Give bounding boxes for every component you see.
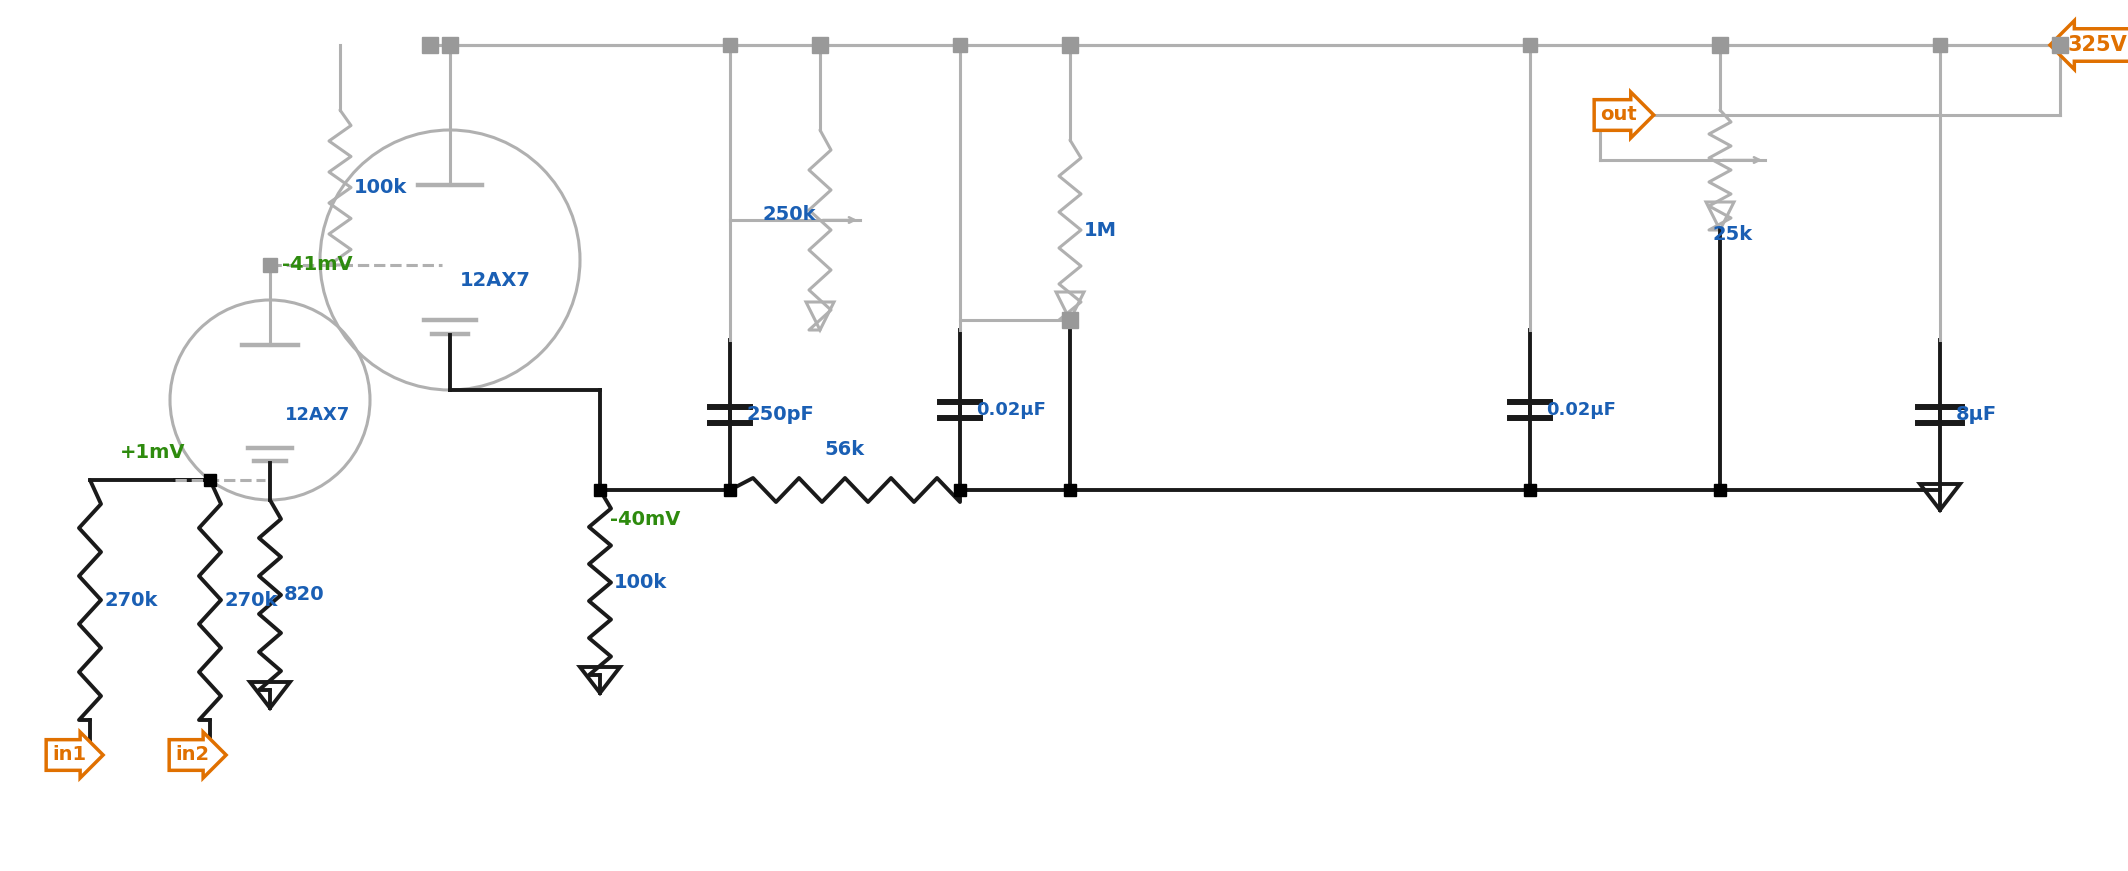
Text: 8μF: 8μF — [1956, 406, 1996, 424]
Text: 250k: 250k — [762, 205, 815, 224]
Text: in2: in2 — [174, 746, 209, 765]
Text: 25k: 25k — [1713, 225, 1751, 244]
Text: 270k: 270k — [104, 591, 157, 610]
Text: 250pF: 250pF — [747, 406, 813, 424]
Text: +1mV: +1mV — [119, 443, 185, 462]
Text: out: out — [1600, 105, 1636, 125]
Text: 100k: 100k — [353, 178, 406, 197]
Text: in1: in1 — [51, 746, 85, 765]
Text: 100k: 100k — [615, 573, 668, 592]
Text: 1M: 1M — [1083, 220, 1117, 240]
Text: 0.02μF: 0.02μF — [977, 401, 1045, 419]
Text: -41mV: -41mV — [283, 255, 353, 274]
Text: 12AX7: 12AX7 — [285, 406, 351, 424]
Text: 325V: 325V — [2068, 35, 2128, 55]
Text: 270k: 270k — [223, 591, 277, 610]
Text: 56k: 56k — [826, 440, 866, 459]
Text: -40mV: -40mV — [611, 510, 681, 529]
Text: 820: 820 — [283, 585, 326, 604]
Text: 12AX7: 12AX7 — [460, 271, 530, 289]
Text: 0.02μF: 0.02μF — [1547, 401, 1615, 419]
